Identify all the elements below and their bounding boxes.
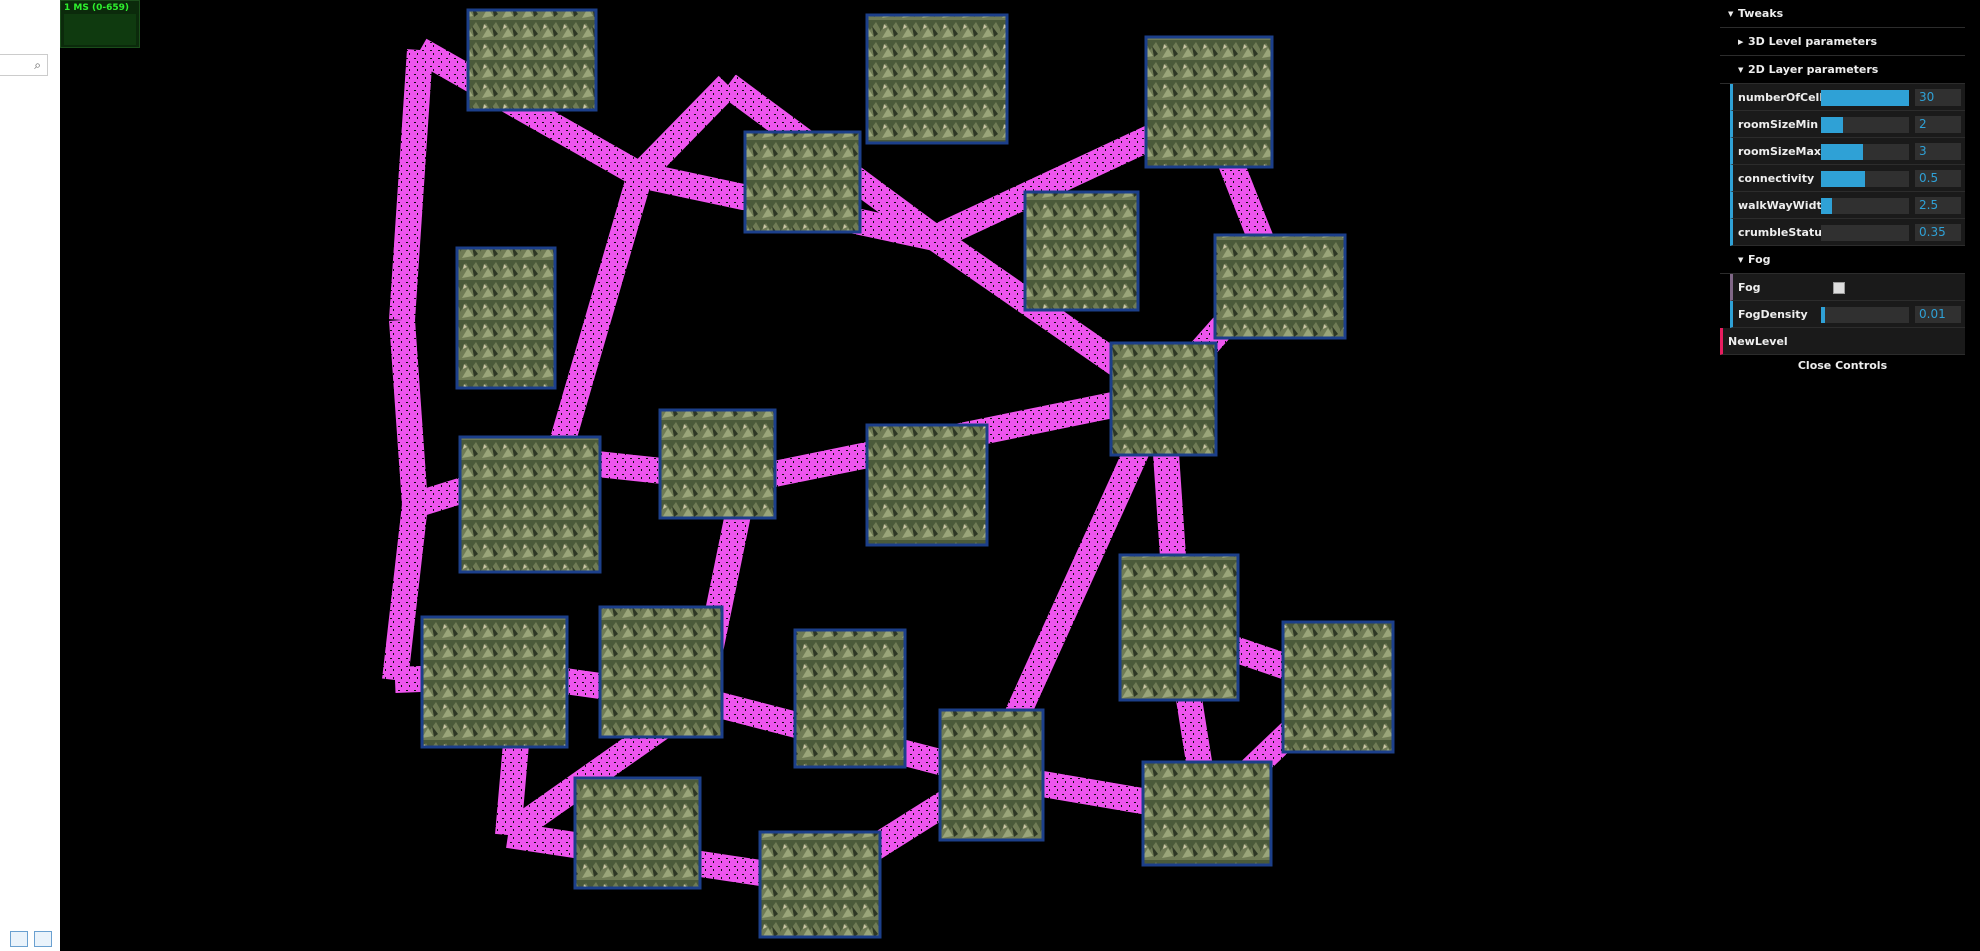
new-level-label: NewLevel bbox=[1728, 335, 1788, 348]
walkway bbox=[547, 171, 653, 454]
param-label: Fog bbox=[1738, 281, 1761, 294]
param-room-size-min[interactable]: roomSizeMin 2 bbox=[1730, 111, 1965, 138]
stats-graph bbox=[64, 14, 136, 45]
walkway bbox=[413, 38, 647, 187]
tweaks-label: Tweaks bbox=[1738, 7, 1784, 20]
param-label: FogDensity bbox=[1738, 308, 1808, 321]
param-slider[interactable] bbox=[1821, 144, 1909, 160]
webgl-canvas[interactable] bbox=[60, 0, 1980, 951]
walkway bbox=[630, 75, 738, 185]
param-label: walkWayWidth bbox=[1738, 199, 1830, 212]
caret-down-icon: ▼ bbox=[1738, 255, 1744, 264]
fog-checkbox[interactable] bbox=[1833, 282, 1845, 294]
room bbox=[1109, 341, 1218, 457]
room bbox=[598, 605, 724, 739]
folder-3d-level[interactable]: ▶ 3D Level parameters bbox=[1720, 28, 1965, 56]
folder-2d-layer-label: 2D Layer parameters bbox=[1748, 63, 1879, 76]
param-slider[interactable] bbox=[1821, 225, 1909, 241]
folder-fog-label: Fog bbox=[1748, 253, 1771, 266]
param-value-input[interactable]: 2.5 bbox=[1915, 197, 1961, 214]
image-view-icon[interactable] bbox=[34, 931, 52, 947]
param-walkway-width[interactable]: walkWayWidth 2.5 bbox=[1730, 192, 1965, 219]
room bbox=[1144, 35, 1274, 169]
room bbox=[573, 776, 702, 890]
param-slider[interactable] bbox=[1821, 90, 1909, 106]
param-slider[interactable] bbox=[1821, 117, 1909, 133]
param-label: roomSizeMax bbox=[1738, 145, 1822, 158]
room bbox=[758, 830, 882, 939]
room bbox=[1213, 233, 1347, 340]
walkway bbox=[382, 503, 428, 682]
param-label: roomSizeMin bbox=[1738, 118, 1819, 131]
fps-stats-panel[interactable]: 1 MS (0-659) bbox=[60, 0, 140, 48]
param-connectivity[interactable]: connectivity 0.5 bbox=[1730, 165, 1965, 192]
param-fog[interactable]: Fog bbox=[1730, 274, 1965, 301]
param-crumble-status[interactable]: crumbleStatus 0.35 bbox=[1730, 219, 1965, 246]
param-slider[interactable] bbox=[1821, 171, 1909, 187]
walkway bbox=[389, 319, 428, 506]
slider-fill bbox=[1821, 198, 1832, 214]
room bbox=[938, 708, 1045, 842]
details-view-icon[interactable] bbox=[10, 931, 28, 947]
param-value-input[interactable]: 2 bbox=[1915, 116, 1961, 133]
param-label: crumbleStatus bbox=[1738, 226, 1829, 239]
dungeon-scene[interactable] bbox=[60, 0, 1980, 951]
room bbox=[658, 408, 777, 520]
param-label: connectivity bbox=[1738, 172, 1815, 185]
room bbox=[793, 628, 907, 769]
param-number-of-cells[interactable]: numberOfCells 30 bbox=[1730, 84, 1965, 111]
param-value-input[interactable]: 3 bbox=[1915, 143, 1961, 160]
param-value-input[interactable]: 30 bbox=[1915, 89, 1961, 106]
room bbox=[466, 8, 598, 112]
search-box[interactable]: ⌕ bbox=[0, 54, 48, 76]
close-controls-button[interactable]: Close Controls bbox=[1720, 355, 1965, 377]
search-icon[interactable]: ⌕ bbox=[34, 58, 41, 72]
room bbox=[743, 130, 862, 234]
room-group bbox=[420, 8, 1395, 939]
stats-label: 1 MS (0-659) bbox=[64, 3, 129, 13]
slider-fill bbox=[1821, 144, 1864, 160]
room bbox=[865, 13, 1009, 145]
folder-3d-level-label: 3D Level parameters bbox=[1748, 35, 1878, 48]
param-fog-density[interactable]: FogDensity 0.01 bbox=[1730, 301, 1965, 328]
left-side-panel: ⌕ bbox=[0, 0, 60, 951]
room bbox=[1118, 553, 1240, 702]
param-label: numberOfCells bbox=[1738, 91, 1830, 104]
caret-right-icon: ▶ bbox=[1738, 37, 1744, 46]
folder-2d-layer[interactable]: ▼ 2D Layer parameters bbox=[1720, 56, 1965, 84]
new-level-button[interactable]: NewLevel bbox=[1720, 328, 1965, 355]
room bbox=[865, 423, 989, 547]
slider-fill bbox=[1821, 307, 1825, 323]
caret-down-icon: ▼ bbox=[1738, 65, 1744, 74]
room bbox=[1281, 620, 1395, 754]
param-slider[interactable] bbox=[1821, 198, 1909, 214]
param-value-input[interactable]: 0.35 bbox=[1915, 224, 1961, 241]
room bbox=[455, 246, 557, 390]
param-room-size-max[interactable]: roomSizeMax 3 bbox=[1730, 138, 1965, 165]
param-value-input[interactable]: 0.5 bbox=[1915, 170, 1961, 187]
param-slider[interactable] bbox=[1821, 307, 1909, 323]
tweaks-folder-title[interactable]: ▼ Tweaks bbox=[1720, 0, 1965, 28]
folder-fog[interactable]: ▼ Fog bbox=[1720, 246, 1965, 274]
room bbox=[458, 435, 602, 574]
caret-down-icon: ▼ bbox=[1728, 9, 1734, 18]
param-value-input[interactable]: 0.01 bbox=[1915, 306, 1961, 323]
room bbox=[1023, 190, 1140, 312]
room bbox=[1141, 760, 1273, 867]
slider-fill bbox=[1821, 90, 1909, 106]
dat-gui-panel[interactable]: ▼ Tweaks ▶ 3D Level parameters ▼ 2D Layer p… bbox=[1720, 0, 1965, 377]
slider-fill bbox=[1821, 117, 1843, 133]
slider-fill bbox=[1821, 171, 1865, 187]
walkway bbox=[389, 49, 433, 321]
room bbox=[420, 615, 569, 749]
